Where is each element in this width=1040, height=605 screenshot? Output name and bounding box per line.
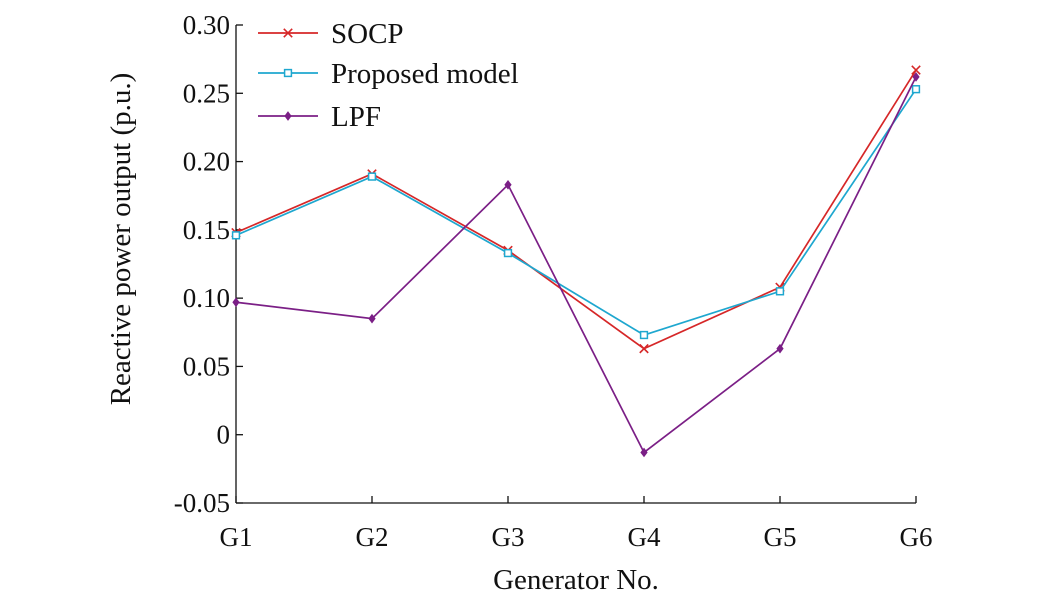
series-line-socp: [235, 69, 917, 350]
y-axis-title: Reactive power output (p.u.): [105, 73, 137, 406]
x-axis-title: Generator No.: [493, 564, 659, 596]
legend-item-proposed-model: Proposed model: [258, 58, 519, 90]
x-tick-label-g5: G5: [764, 522, 797, 552]
data-point-lpf: [232, 297, 240, 308]
x-tick-label-g6: G6: [900, 522, 933, 552]
data-point-lpf: [368, 313, 376, 324]
x-tick-label-g3: G3: [492, 522, 525, 552]
legend-marker-lpf: [284, 111, 292, 121]
legend-marker-proposed-model: [283, 68, 293, 78]
x-tick-label-g1: G1: [220, 522, 253, 552]
data-point-lpf: [912, 72, 920, 82]
data-point-proposed-model: [639, 330, 649, 340]
series-proposed-model: [231, 85, 921, 340]
legend-marker-socp: [283, 28, 293, 38]
series-line-lpf: [235, 76, 917, 454]
axes: [235, 25, 916, 504]
data-point-socp: [639, 343, 649, 354]
legend-label-lpf: LPF: [331, 101, 381, 133]
legend-label-proposed-model: Proposed model: [331, 58, 519, 90]
y-tick-label: 0.10: [183, 283, 230, 313]
series-layer: [231, 65, 921, 458]
legend-item-lpf: LPF: [258, 101, 381, 133]
data-point-proposed-model: [775, 287, 785, 296]
legend-item-socp: SOCP: [258, 18, 404, 50]
x-tick-label-g2: G2: [356, 522, 389, 552]
data-point-proposed-model: [911, 85, 921, 94]
y-tick-label: 0.05: [183, 351, 230, 381]
data-point-socp: [911, 65, 921, 75]
y-tick-label: 0.20: [183, 147, 230, 177]
data-point-lpf: [504, 179, 512, 190]
data-point-proposed-model: [231, 231, 241, 240]
x-axis-ticks: G1 G2 G3 G4 G5 G6: [220, 496, 933, 552]
y-tick-label: 0.25: [183, 78, 230, 108]
data-point-lpf: [776, 343, 784, 354]
legend-label-socp: SOCP: [331, 18, 404, 50]
y-tick-label: 0: [217, 420, 231, 450]
y-tick-label: 0.15: [183, 215, 230, 245]
y-tick-label: -0.05: [174, 488, 230, 518]
legend: SOCP Proposed model LPF: [258, 18, 519, 133]
series-line-proposed-model: [235, 88, 917, 336]
data-point-lpf: [640, 447, 648, 458]
data-point-proposed-model: [367, 172, 377, 181]
data-point-proposed-model: [503, 248, 513, 258]
x-tick-label-g4: G4: [628, 522, 661, 552]
y-tick-label: 0.30: [183, 10, 230, 40]
series-lpf: [232, 72, 920, 458]
y-axis-ticks: -0.05 0 0.05 0.10 0.15 0.20 0.25 0.30: [174, 10, 243, 518]
